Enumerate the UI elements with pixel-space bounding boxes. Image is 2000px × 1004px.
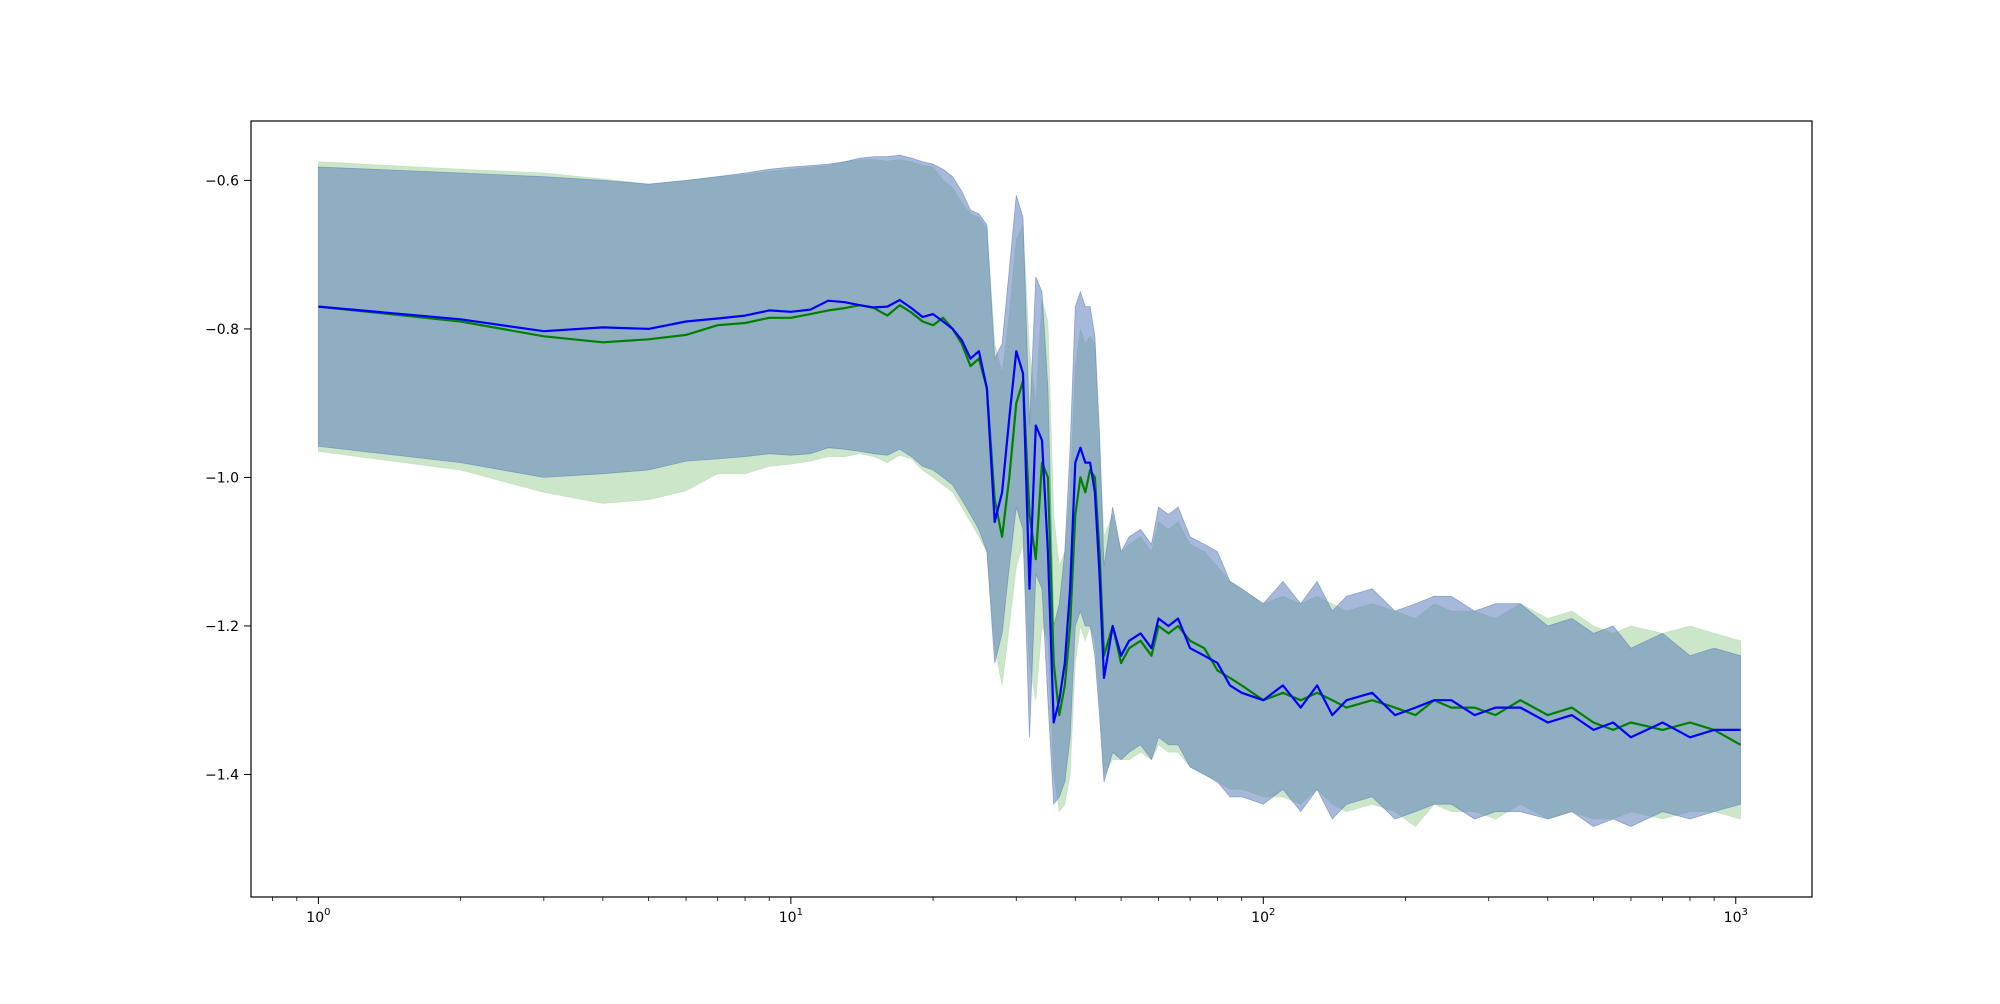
x-tick-label: 102 [1251, 907, 1275, 926]
x-axis: 100 101 102 103 [272, 897, 1748, 926]
x-tick-label: 101 [779, 907, 803, 926]
plot-frame [250, 120, 1813, 898]
y-tick-label: −0.8 [205, 322, 239, 338]
bands-layer [318, 154, 1741, 828]
y-tick-label: −1.0 [205, 470, 239, 486]
confidence-band-2 [318, 154, 1741, 827]
y-tick-label: −1.2 [205, 619, 239, 635]
y-tick-label: −0.6 [205, 173, 239, 189]
y-axis: −0.6 −0.8 −1.0 −1.2 −1.4 [205, 173, 251, 783]
x-tick-label: 100 [306, 907, 330, 926]
lines-layer [318, 298, 1742, 746]
x-tick-label: 103 [1724, 907, 1748, 926]
y-tick-label: −1.4 [205, 767, 239, 783]
series-line-2 [318, 298, 1741, 739]
